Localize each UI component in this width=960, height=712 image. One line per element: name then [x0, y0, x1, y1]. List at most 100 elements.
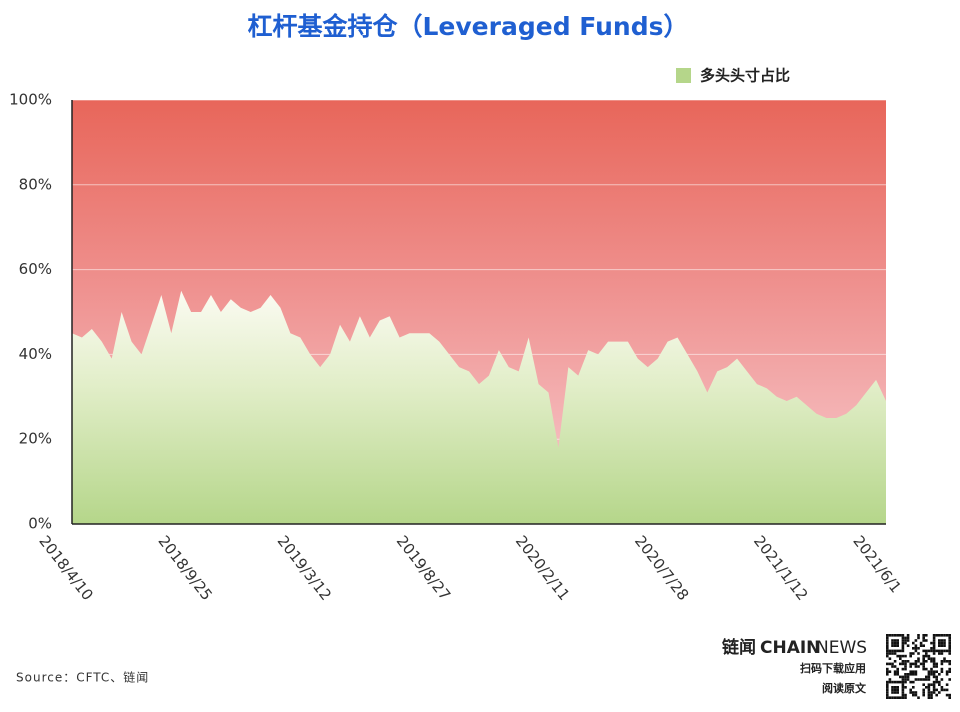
qr-cell: [925, 654, 928, 658]
qr-cell: [899, 662, 902, 666]
qr-cell: [940, 662, 944, 666]
qr-cell: [948, 634, 951, 637]
qr-cell: [922, 662, 925, 666]
qr-cell: [935, 670, 938, 673]
qr-cell: [917, 652, 920, 655]
qr-cell: [917, 657, 920, 660]
qr-cell: [901, 680, 905, 684]
qr-cell: [888, 649, 892, 653]
brand-en: NEWS: [816, 638, 867, 658]
qr-cell: [932, 688, 936, 692]
qr-cell: [886, 673, 889, 676]
qr-cell: [943, 639, 946, 642]
qr-cell: [912, 691, 915, 694]
qr-cell: [930, 693, 933, 697]
qr-cell: [886, 670, 889, 673]
legend-swatch: [676, 68, 691, 83]
qr-cell: [909, 673, 912, 676]
qr-cell: [922, 665, 925, 668]
qr-cell: [935, 634, 938, 637]
qr-cell: [948, 644, 951, 647]
qr-cell: [888, 670, 892, 673]
qr-cell: [919, 641, 923, 645]
qr-cell: [932, 673, 936, 676]
qr-cell: [932, 641, 936, 645]
qr-cell: [932, 647, 936, 650]
qr-cell: [948, 693, 951, 697]
qr-cell: [893, 673, 897, 676]
qr-cell: [899, 634, 902, 637]
brand-line: 扫码下载应用: [800, 661, 866, 675]
qr-cell: [914, 662, 918, 666]
qr-cell: [932, 649, 936, 653]
qr-cell: [917, 634, 920, 637]
legend-label: 多头头寸占比: [700, 67, 790, 85]
qr-cell: [891, 641, 894, 645]
qr-cell: [940, 644, 944, 647]
y-tick-label: 40%: [19, 345, 52, 363]
qr-cell: [922, 667, 925, 671]
qr-cell: [901, 693, 905, 697]
qr-cell: [891, 665, 894, 668]
qr-cell: [904, 639, 907, 642]
qr-cell: [922, 654, 925, 658]
qr-cell: [896, 688, 899, 692]
qr-cell: [940, 667, 944, 671]
qr-cell: [943, 657, 946, 660]
qr-cell: [938, 644, 941, 647]
qr-cell: [893, 660, 897, 663]
qr-cell: [925, 667, 928, 671]
qr-cell: [896, 644, 899, 647]
qr-cell: [948, 636, 951, 640]
qr-cell: [888, 680, 892, 684]
qr-cell: [925, 686, 928, 689]
qr-cell: [896, 639, 899, 642]
qr-cell: [922, 657, 925, 660]
qr-cell: [948, 696, 951, 699]
x-tick-label: 2019/3/12: [274, 532, 336, 604]
y-tick-label: 100%: [9, 91, 52, 109]
qr-cell: [899, 649, 902, 653]
qr-cell: [927, 678, 931, 681]
qr-cell: [922, 683, 925, 686]
qr-cell: [930, 670, 933, 673]
qr-cell: [945, 683, 949, 686]
qr-cell: [912, 686, 915, 689]
brand-line: 阅读原文: [822, 681, 867, 695]
qr-cell: [886, 641, 889, 645]
qr-cell: [922, 660, 925, 663]
qr-cell: [886, 686, 889, 689]
qr-cell: [930, 641, 933, 645]
qr-cell: [930, 660, 933, 663]
qr-cell: [896, 667, 899, 671]
qr-cell: [925, 639, 928, 642]
qr-cell: [912, 647, 915, 650]
qr-cell: [927, 683, 931, 686]
qr-cell: [927, 654, 931, 658]
qr-cell: [896, 654, 899, 658]
qr-cell: [893, 652, 897, 655]
qr-cell: [943, 641, 946, 645]
qr-cell: [904, 641, 907, 645]
qr-cell: [886, 639, 889, 642]
qr-cell: [925, 634, 928, 637]
qr-cell: [935, 649, 938, 653]
qr-cell: [922, 688, 925, 692]
plot-area: [72, 99, 886, 525]
qr-cell: [901, 688, 905, 692]
qr-cell: [893, 696, 897, 699]
qr-cell: [896, 673, 899, 676]
qr-cell: [906, 673, 910, 676]
brand-en: CHAIN: [760, 638, 820, 658]
qr-cell: [917, 665, 920, 668]
qr-cell: [925, 660, 928, 663]
qr-cell: [948, 639, 951, 642]
qr-cell: [927, 696, 931, 699]
qr-cell: [899, 680, 902, 684]
qr-cell: [943, 660, 946, 663]
qr-cell: [930, 691, 933, 694]
qr-cell: [904, 665, 907, 668]
qr-cell: [891, 662, 894, 666]
qr-cell: [906, 639, 910, 642]
qr-cell: [914, 644, 918, 647]
